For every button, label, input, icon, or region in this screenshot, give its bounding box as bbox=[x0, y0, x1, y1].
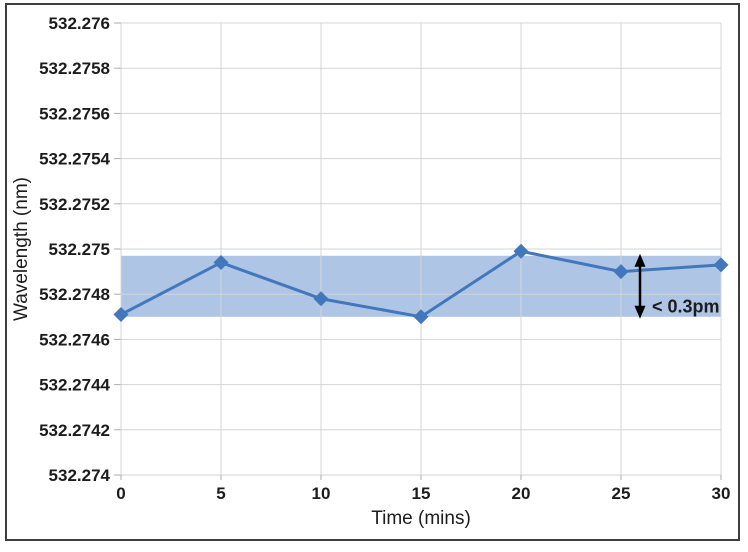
y-tick-label: 532.2758 bbox=[39, 59, 110, 78]
data-point-marker bbox=[313, 291, 329, 307]
y-tick-label: 532.2748 bbox=[39, 285, 110, 304]
x-axis-title: Time (mins) bbox=[371, 508, 471, 529]
y-tick-label: 532.276 bbox=[49, 14, 110, 33]
y-tick-label: 532.2752 bbox=[39, 195, 110, 214]
data-point-marker bbox=[613, 264, 629, 280]
data-point-marker bbox=[513, 243, 529, 259]
data-point-marker bbox=[713, 257, 729, 273]
y-tick-label: 532.2754 bbox=[39, 150, 110, 169]
y-tick-label: 532.2744 bbox=[39, 376, 110, 395]
data-point-marker bbox=[213, 255, 229, 271]
data-point-marker bbox=[113, 307, 129, 323]
x-tick-label: 20 bbox=[512, 484, 531, 503]
y-tick-label: 532.2746 bbox=[39, 330, 110, 349]
outer-frame bbox=[5, 3, 740, 541]
data-point-marker bbox=[413, 309, 429, 325]
y-tick-label: 532.2756 bbox=[39, 104, 110, 123]
x-tick-label: 25 bbox=[612, 484, 631, 503]
y-tick-label: 532.274 bbox=[49, 466, 111, 485]
x-tick-label: 5 bbox=[216, 484, 225, 503]
x-tick-label: 15 bbox=[412, 484, 431, 503]
x-tick-label: 0 bbox=[116, 484, 125, 503]
x-tick-label: 30 bbox=[712, 484, 731, 503]
y-axis-title: Wavelength (nm) bbox=[11, 177, 32, 321]
range-arrow-head-down bbox=[634, 305, 646, 319]
x-tick-label: 10 bbox=[312, 484, 331, 503]
range-arrow-head-up bbox=[634, 253, 646, 267]
y-tick-label: 532.275 bbox=[49, 240, 110, 259]
y-tick-label: 532.2742 bbox=[39, 421, 110, 440]
range-annotation-label: < 0.3pm bbox=[652, 297, 720, 317]
